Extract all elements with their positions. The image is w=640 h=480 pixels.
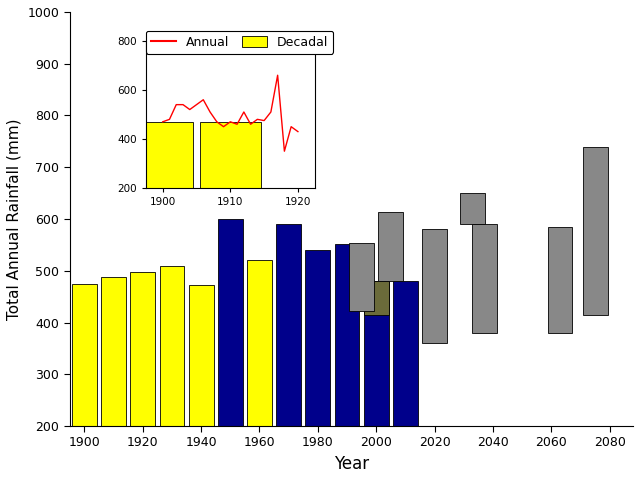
Bar [131, 272, 155, 426]
Bar [305, 250, 330, 426]
X-axis label: Year: Year [334, 455, 369, 473]
Bar [72, 284, 97, 426]
Bar [159, 265, 184, 426]
Bar [472, 224, 497, 333]
Bar [335, 244, 360, 426]
Bar [247, 260, 272, 426]
Bar [393, 281, 418, 426]
Bar [101, 277, 126, 426]
Bar [582, 146, 607, 315]
Bar [364, 281, 388, 315]
Bar [422, 229, 447, 343]
Bar [276, 224, 301, 426]
Bar [364, 281, 388, 426]
Bar [349, 243, 374, 311]
Bar [218, 219, 243, 426]
Bar [378, 212, 403, 281]
Y-axis label: Total Annual Rainfall (mm): Total Annual Rainfall (mm) [7, 118, 22, 320]
Legend: Annual, Decadal: Annual, Decadal [146, 31, 333, 54]
Bar [548, 227, 573, 333]
Bar [189, 285, 214, 426]
Bar [460, 193, 485, 224]
